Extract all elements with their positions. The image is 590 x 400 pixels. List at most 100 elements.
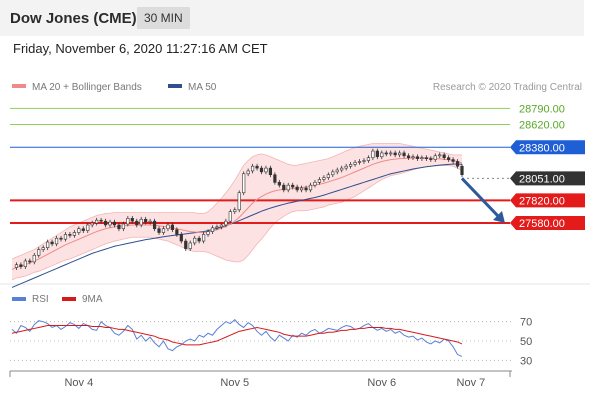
candle-body <box>291 184 295 188</box>
candle-body <box>268 167 273 176</box>
candle-body <box>366 157 371 161</box>
candle-body <box>59 237 63 240</box>
candle-body <box>130 218 134 222</box>
candle-body <box>317 179 322 183</box>
candle-body <box>210 227 215 232</box>
legend-swatch-rsi-1 <box>62 297 76 301</box>
x-tick-label-1: Nov 5 <box>220 377 249 389</box>
legend-label-price-1: MA 50 <box>188 82 217 93</box>
candle-body <box>451 159 455 162</box>
candle-body <box>166 224 170 230</box>
candle-body <box>170 224 174 230</box>
candle-body <box>72 232 76 236</box>
candle-body <box>362 160 366 162</box>
candle-body <box>389 152 393 155</box>
candle-body <box>175 229 179 235</box>
candle-body <box>442 154 446 158</box>
level-tag-28051.00 <box>510 171 585 186</box>
candle-body <box>375 150 379 158</box>
legend-label-price-0: MA 20 + Bollinger Bands <box>32 82 142 93</box>
candle-body <box>349 164 353 167</box>
candle-body <box>157 228 161 233</box>
interval-button[interactable]: 30 MIN <box>137 7 190 29</box>
candle-body <box>371 150 375 158</box>
legend-swatch-rsi-0 <box>12 297 26 301</box>
candle-body <box>103 220 108 226</box>
candle-body <box>353 162 357 165</box>
candle-body <box>23 260 27 267</box>
candle-body <box>197 237 201 242</box>
rsi-tick-50: 50 <box>520 336 532 348</box>
candle-body <box>384 152 388 155</box>
candle-body <box>460 165 464 176</box>
legend-swatch-price-1 <box>168 84 182 88</box>
candle-body <box>14 264 19 268</box>
candle-body <box>95 219 99 224</box>
candle-body <box>331 171 335 176</box>
level-label-28790.00: 28790.00 <box>519 103 565 115</box>
candle-body <box>438 154 442 157</box>
level-label-27580.00: 27580.00 <box>519 218 565 230</box>
rsi-tick-30: 30 <box>520 355 532 367</box>
candle-body <box>233 209 237 212</box>
candle-body <box>184 240 188 249</box>
candle-body <box>188 242 192 249</box>
candle-body <box>37 249 41 256</box>
candle-body <box>99 219 103 222</box>
candle-body <box>406 155 411 158</box>
ma20-line <box>11 157 463 270</box>
candle-body <box>242 173 246 194</box>
candle-body <box>152 220 157 230</box>
candle-body <box>81 228 85 231</box>
candle-body <box>246 170 250 175</box>
candle-body <box>121 223 125 230</box>
candle-body <box>398 152 402 156</box>
candle-body <box>424 157 428 159</box>
candle-body <box>63 234 68 240</box>
candle-body <box>415 156 420 159</box>
legend-swatch-price-0 <box>12 84 26 88</box>
candle-body <box>117 224 121 230</box>
candle-body <box>148 220 152 223</box>
candle-body <box>219 224 224 228</box>
candle-body <box>135 220 139 226</box>
x-tick-label-3: Nov 7 <box>457 377 486 389</box>
ma50-line <box>11 163 463 288</box>
candle-body <box>161 228 166 233</box>
level-label-28380.00: 28380.00 <box>519 142 565 154</box>
candle-body <box>335 169 339 173</box>
candle-body <box>32 254 36 263</box>
candle-body <box>112 221 117 226</box>
candle-body <box>429 158 433 160</box>
candle-body <box>300 187 304 191</box>
rsi-ma9-line <box>11 325 463 346</box>
candle-body <box>455 161 460 167</box>
x-tick-label-0: Nov 4 <box>64 377 93 389</box>
candle-body <box>313 182 317 186</box>
candle-body <box>402 152 406 157</box>
candle-body <box>282 184 286 191</box>
candle-body <box>206 231 210 235</box>
candle-body <box>50 241 54 245</box>
credit-label: Research © 2020 Trading Central <box>433 82 582 93</box>
candle-body <box>447 157 451 160</box>
candle-body <box>393 152 397 156</box>
candle-body <box>54 237 59 245</box>
candle-body <box>273 174 277 183</box>
bollinger-upper-line <box>11 143 462 260</box>
candle-body <box>215 226 219 229</box>
candle-body <box>326 174 330 178</box>
level-tag-28380.00 <box>510 140 585 155</box>
candle-body <box>308 184 313 191</box>
level-tag-27580.00 <box>510 216 585 231</box>
candle-body <box>411 156 415 159</box>
x-tick-label-2: Nov 6 <box>367 377 396 389</box>
candle-body <box>144 218 148 223</box>
legend-label-rsi-0: RSI <box>32 294 49 305</box>
timestamp: Friday, November 6, 2020 11:27:16 AM CET <box>13 41 268 56</box>
candle-body <box>228 211 232 222</box>
candle-body <box>286 184 290 191</box>
candle-body <box>295 186 299 191</box>
